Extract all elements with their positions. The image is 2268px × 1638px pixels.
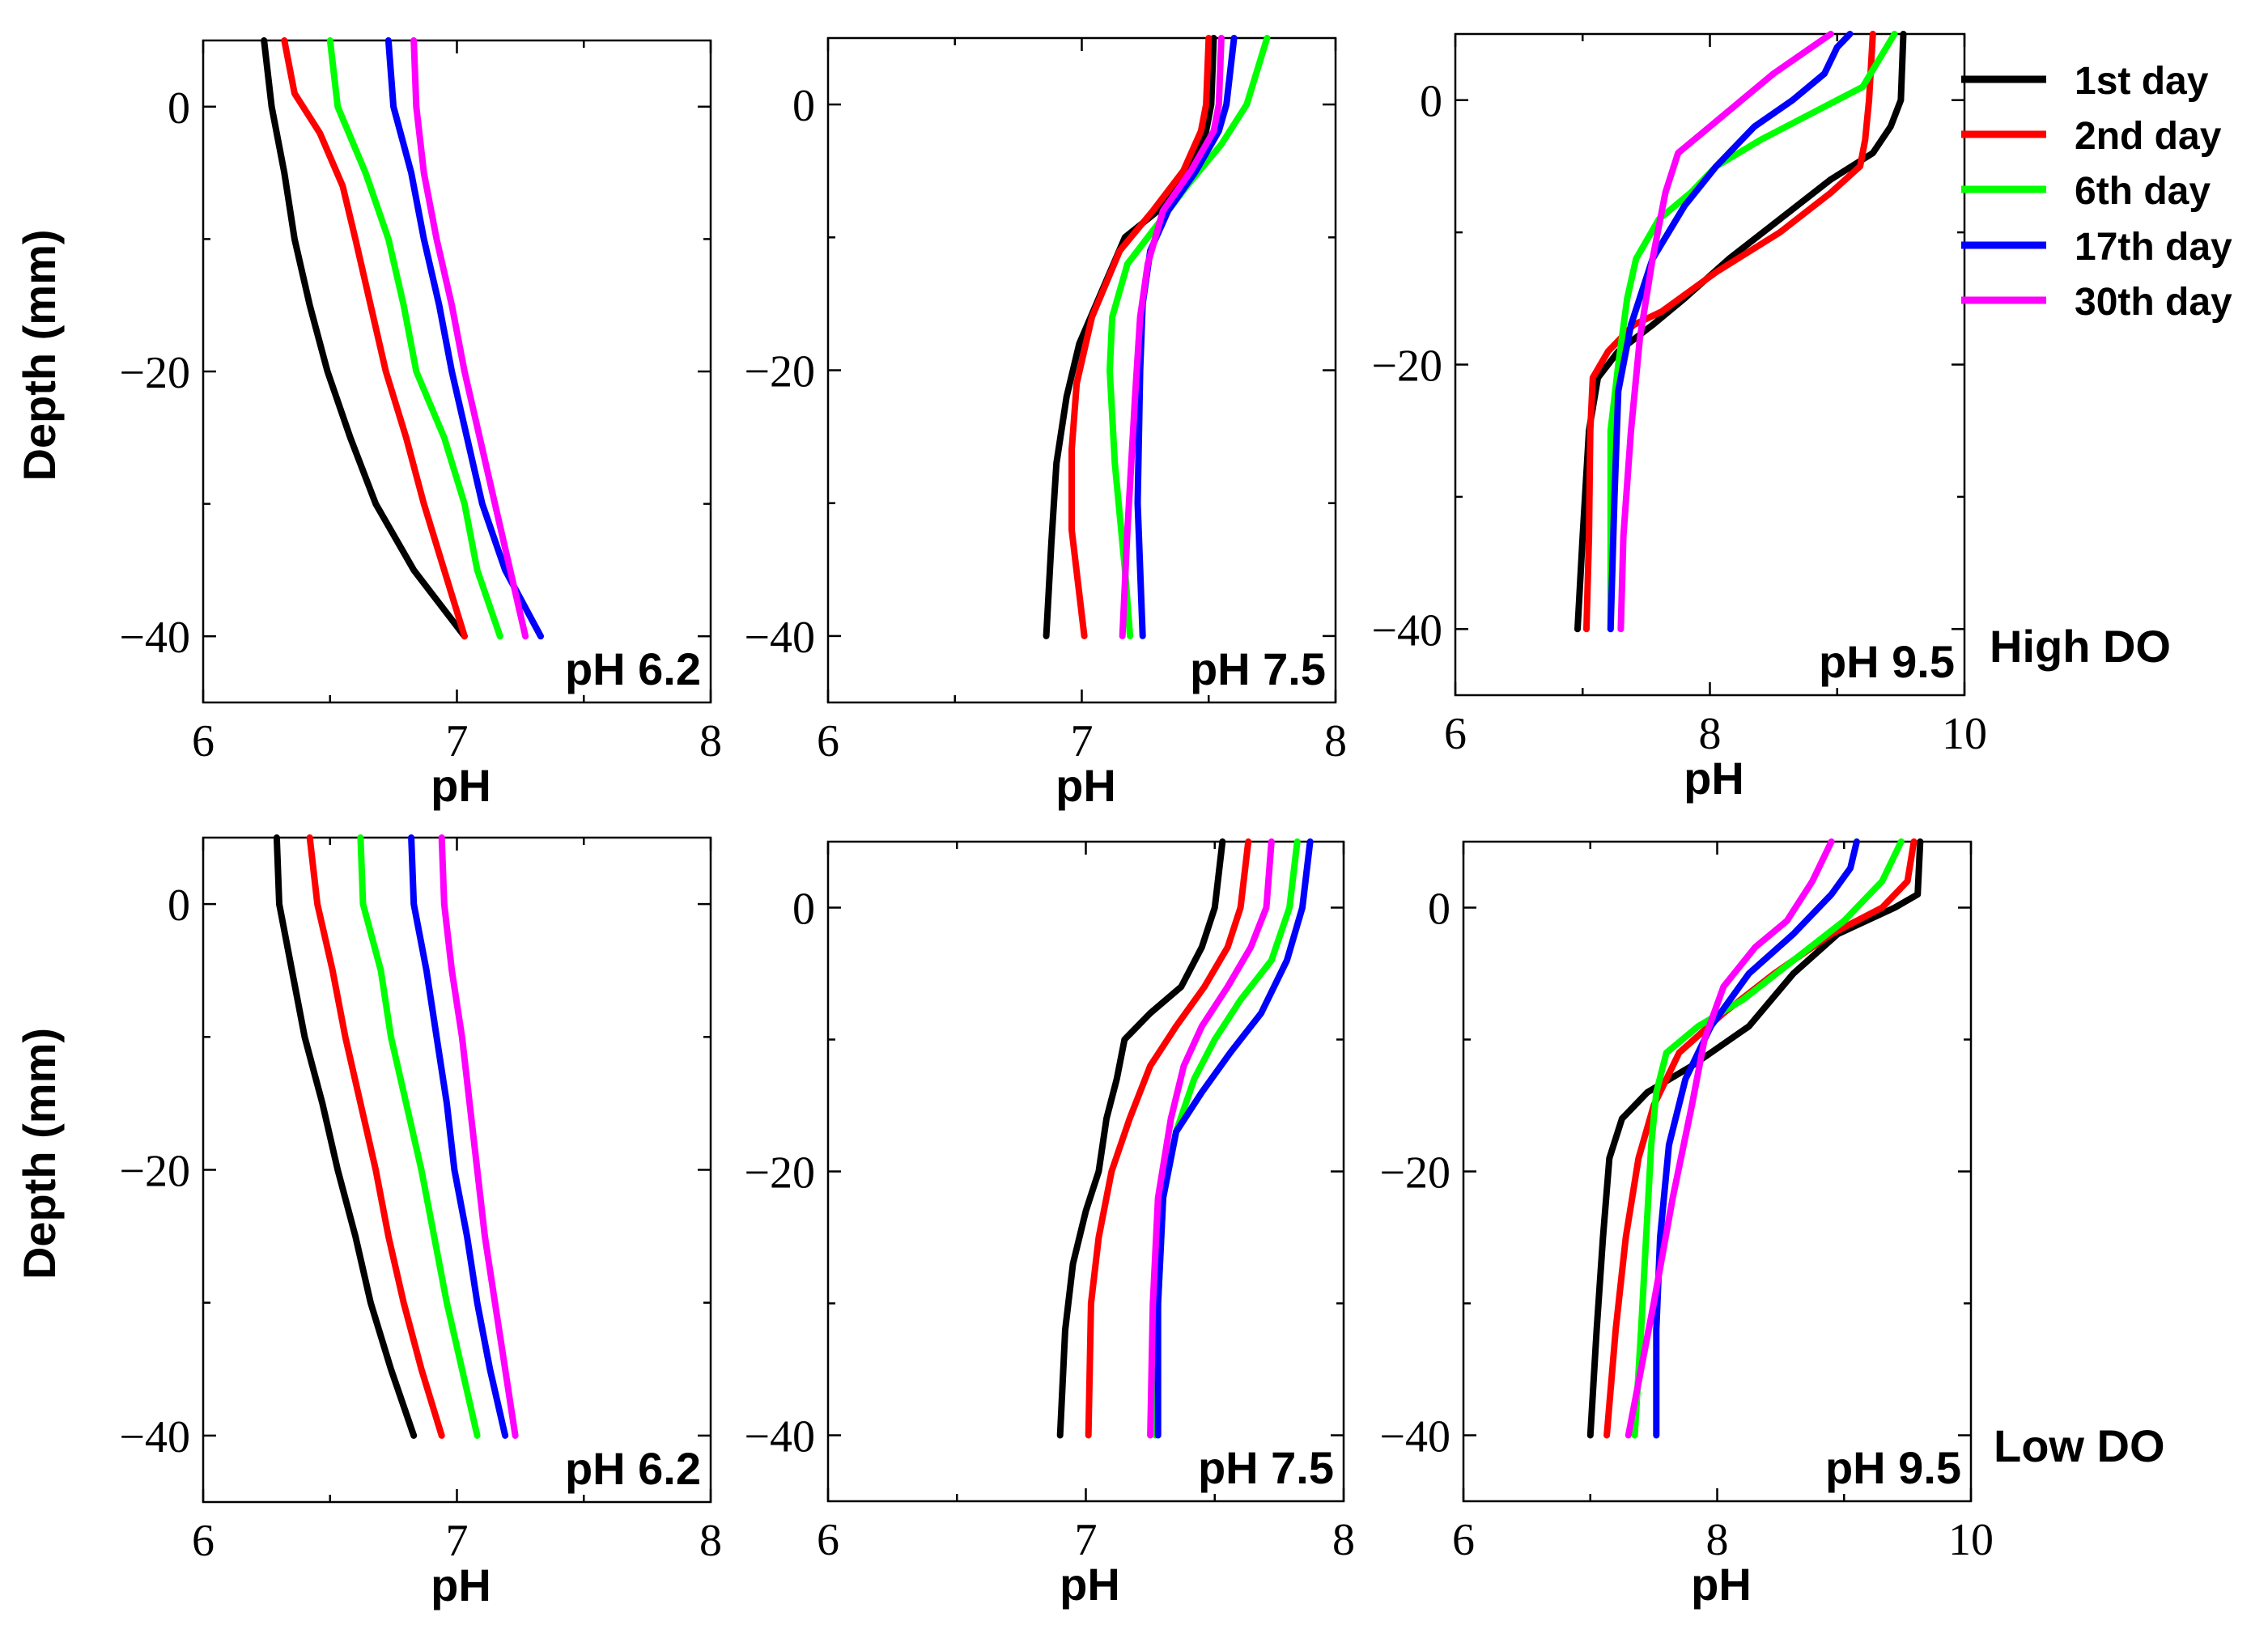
legend-label-6th-day: 6th day <box>2075 170 2211 213</box>
x-axis-title: pH <box>1684 753 1744 804</box>
legend-label-17th-day: 17th day <box>2075 226 2232 269</box>
legend-label-1st-day: 1st day <box>2075 60 2209 103</box>
x-tick-label: 10 <box>1942 709 1987 759</box>
y-tick-label: −40 <box>744 1412 815 1462</box>
series-line-17th-day <box>408 834 509 1439</box>
x-tick-label: 6 <box>1452 1515 1475 1565</box>
series-line-17th-day <box>1607 31 1854 633</box>
series-line-6th-day <box>1631 838 1905 1439</box>
row-label-low-do: Low DO <box>1994 1420 2165 1471</box>
y-tick-label: −40 <box>1371 605 1442 656</box>
x-tick-label: 6 <box>817 716 839 766</box>
y-tick-label: −20 <box>744 1148 815 1199</box>
x-tick-label: 6 <box>1444 709 1467 759</box>
panel-3: 6 8 10 0 −20 −40 pH pH 9.5 <box>1371 31 1987 804</box>
panel-5: 6 7 8 0 −20 −40 pH pH 7.5 <box>744 838 1355 1610</box>
y-tick-label: −20 <box>1371 342 1442 392</box>
series-line-30th-day <box>1119 35 1225 639</box>
x-tick-label: 6 <box>192 1516 214 1566</box>
panel-1: 6 7 8 0 −20 −40 pH Depth (mm) pH 6.2 <box>14 37 722 811</box>
y-axis-title: Depth (mm) <box>14 1028 65 1279</box>
legend-label-30th-day: 30th day <box>2075 281 2232 324</box>
y-tick-label: 0 <box>168 881 190 931</box>
x-tick-label: 8 <box>699 716 722 766</box>
y-tick-label: −20 <box>119 1147 190 1197</box>
x-tick-label: 8 <box>699 1516 722 1566</box>
x-tick-label: 8 <box>1706 1515 1729 1565</box>
x-tick-label: 6 <box>192 716 214 766</box>
series-line-6th-day <box>1607 31 1898 633</box>
panel-4: 6 7 8 0 −20 −40 pH Depth (mm) pH 6.2 <box>14 834 722 1610</box>
panel-label: pH 6.2 <box>565 1443 701 1494</box>
series-line-30th-day <box>1617 31 1834 633</box>
series-line-6th-day <box>357 834 481 1439</box>
x-axis-title: pH <box>431 1559 491 1610</box>
y-tick-label: 0 <box>168 83 190 134</box>
x-tick-label: 8 <box>1332 1515 1355 1565</box>
row-label-high-do: High DO <box>1990 621 2171 672</box>
series-line-30th-day <box>1147 838 1275 1439</box>
y-tick-label: −40 <box>119 1412 190 1462</box>
y-tick-label: −40 <box>1379 1412 1450 1462</box>
panel-label: pH 7.5 <box>1190 643 1326 694</box>
x-tick-label: 8 <box>1324 716 1347 766</box>
series-line-30th-day <box>438 834 519 1439</box>
series-line-6th-day <box>326 37 503 640</box>
x-tick-label: 7 <box>1071 716 1094 766</box>
y-tick-label: −20 <box>1379 1148 1450 1199</box>
y-axis-title: Depth (mm) <box>14 229 65 481</box>
x-axis-title: pH <box>431 760 491 811</box>
panel-6: 6 8 10 0 −20 −40 pH pH 9.5 <box>1379 838 1994 1610</box>
y-tick-label: −40 <box>119 613 190 663</box>
series-line-17th-day <box>384 37 544 640</box>
y-tick-label: 0 <box>792 885 815 935</box>
series-line-1st-day <box>1056 838 1226 1439</box>
x-axis-title: pH <box>1691 1559 1752 1610</box>
series-line-2nd-day <box>1068 35 1213 639</box>
series-line-30th-day <box>1625 838 1835 1439</box>
series-line-17th-day <box>1134 35 1238 639</box>
legend-label-2nd-day: 2nd day <box>2075 115 2222 158</box>
panel-label: pH 9.5 <box>1825 1442 1961 1493</box>
y-tick-label: −40 <box>744 613 815 663</box>
series-line-2nd-day <box>1085 838 1252 1439</box>
series-line-2nd-day <box>306 834 445 1439</box>
x-tick-label: 7 <box>1075 1515 1098 1565</box>
panel-label: pH 7.5 <box>1198 1442 1334 1493</box>
x-tick-label: 7 <box>446 1516 469 1566</box>
y-tick-label: 0 <box>1420 77 1442 127</box>
x-axis-title: pH <box>1055 760 1116 811</box>
series-line-1st-day <box>273 834 418 1439</box>
panel-label: pH 9.5 <box>1819 636 1955 687</box>
x-axis-title: pH <box>1060 1559 1120 1610</box>
x-tick-label: 8 <box>1699 709 1722 759</box>
panels: 6 7 8 0 −20 −40 pH Depth (mm) pH 6.2 6 7 8 0 −20 −40 pH… <box>14 31 1994 1610</box>
series-line-1st-day <box>261 37 468 640</box>
series-line-6th-day <box>1106 35 1271 639</box>
legend: 1st day 2nd day 6th day 17th day 30th da… <box>1961 60 2232 324</box>
x-tick-label: 10 <box>1948 1515 1994 1565</box>
y-tick-label: −20 <box>744 347 815 397</box>
panel-2: 6 7 8 0 −20 −40 pH pH 7.5 <box>744 35 1347 811</box>
y-tick-label: 0 <box>1428 885 1450 935</box>
series-line-17th-day <box>1154 838 1314 1439</box>
x-tick-label: 7 <box>446 716 469 766</box>
plot-frame <box>1462 840 1973 1503</box>
series-line-2nd-day <box>1603 838 1918 1439</box>
panel-label: pH 6.2 <box>565 643 701 694</box>
series-line-30th-day <box>410 37 529 640</box>
series-line-2nd-day <box>281 37 468 640</box>
y-tick-label: 0 <box>792 81 815 131</box>
x-tick-label: 6 <box>817 1515 839 1565</box>
y-tick-label: −20 <box>119 348 190 398</box>
series-line-2nd-day <box>1583 31 1876 633</box>
